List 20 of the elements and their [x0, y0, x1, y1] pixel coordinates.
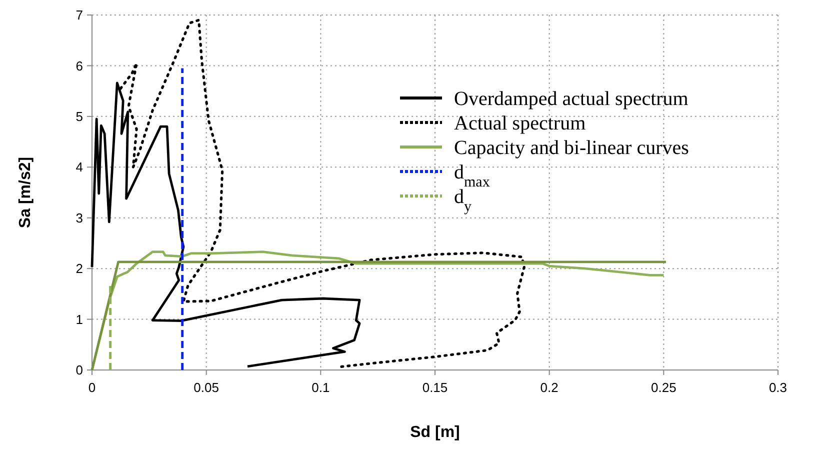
x-tick-label: 0 [88, 380, 96, 395]
x-axis-title: Sd [m] [410, 424, 460, 441]
y-tick-label: 7 [76, 8, 83, 23]
y-tick-label: 0 [76, 362, 83, 378]
x-tick-label: 0.3 [768, 380, 788, 395]
legend-label: Overdamped actual spectrum [454, 88, 689, 110]
x-tick-label: 0.05 [194, 380, 219, 395]
y-tick-label: 4 [76, 160, 83, 175]
y-tick-label: 5 [76, 108, 83, 124]
legend-label: Capacity and bi-linear curves [454, 137, 690, 159]
x-tick-label: 0.15 [422, 380, 448, 395]
x-tick-label: 0.25 [651, 380, 676, 395]
y-axis-title: Sa [m/s2] [17, 156, 34, 228]
y-tick-label: 3 [76, 210, 83, 226]
x-tick-label: 0.2 [540, 380, 558, 395]
y-tick-label: 2 [76, 261, 83, 276]
y-tick-label: 1 [76, 312, 83, 327]
x-tick-label: 0.1 [312, 380, 330, 395]
legend-label: Actual spectrum [454, 112, 586, 134]
y-tick-label: 6 [76, 58, 83, 74]
